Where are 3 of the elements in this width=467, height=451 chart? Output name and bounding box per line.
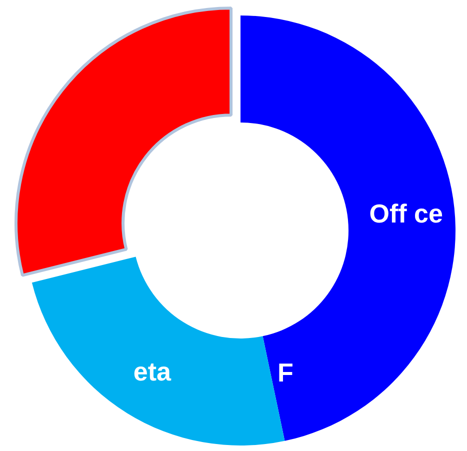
- text: F: [278, 358, 294, 388]
- slice-label: Off ce: [369, 198, 443, 228]
- slice-label: eta: [133, 356, 172, 387]
